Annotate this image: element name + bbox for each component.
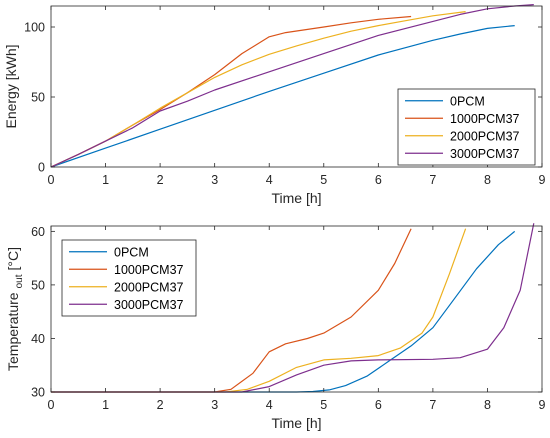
y-axis-label: Energy [kWh] xyxy=(3,44,19,128)
legend-label-1000pcm37: 1000PCM37 xyxy=(450,112,520,126)
legend-label-3000pcm37: 3000PCM37 xyxy=(450,147,520,161)
x-axis-label: Time [h] xyxy=(271,190,321,206)
x-tick-label: 8 xyxy=(484,398,491,412)
temperature-chart: 0 1 2 3 4 5 6 7 8 9 30 40 50 60 Time [h] Temperatureout… xyxy=(5,223,546,431)
x-tick-label: 6 xyxy=(375,173,382,187)
x-tick-label: 5 xyxy=(320,398,327,412)
axes-box xyxy=(50,225,543,393)
x-tick-label: 1 xyxy=(102,173,109,187)
y-tick-label: 40 xyxy=(31,332,45,346)
series-line-0pcm xyxy=(50,25,515,168)
y-tick-label: 50 xyxy=(31,278,45,292)
legend-label-1000pcm37: 1000PCM37 xyxy=(114,263,184,277)
x-tick-label: 1 xyxy=(102,398,109,412)
y-tick-label: 60 xyxy=(31,225,45,239)
legend-box xyxy=(397,88,536,166)
x-tick-label: 3 xyxy=(211,398,218,412)
legend-label-2000pcm37: 2000PCM37 xyxy=(114,280,184,294)
y-tick-label: 30 xyxy=(31,386,45,400)
x-tick-label: 9 xyxy=(539,398,546,412)
legend-label-3000pcm37: 3000PCM37 xyxy=(114,298,184,312)
x-tick-label: 7 xyxy=(429,398,436,412)
series-line-3000pcm37 xyxy=(50,4,534,168)
y-tick-label: 50 xyxy=(31,91,45,105)
x-tick-label: 0 xyxy=(48,173,55,187)
series-line-0pcm xyxy=(51,230,516,393)
x-tick-label: 4 xyxy=(266,398,273,412)
series-line-1000pcm37 xyxy=(51,228,412,393)
y-tick-label: 100 xyxy=(24,21,45,35)
x-tick-label: 8 xyxy=(484,173,491,187)
x-tick-label: 2 xyxy=(157,398,164,412)
y-tick-label: 0 xyxy=(38,161,45,175)
series-line-2000pcm37 xyxy=(50,11,466,168)
x-tick-label: 6 xyxy=(375,398,382,412)
x-tick-label: 9 xyxy=(539,173,546,187)
x-axis-label: Time [h] xyxy=(271,415,321,431)
legend-box xyxy=(61,239,197,317)
legend-label-2000pcm37: 2000PCM37 xyxy=(450,129,520,143)
energy-chart: 0 1 2 3 4 5 6 7 8 9 0 50 100 Time [h] Energy [kWh] 0PCM… xyxy=(3,4,546,206)
legend-label-0pcm: 0PCM xyxy=(450,94,485,108)
x-tick-label: 3 xyxy=(211,173,218,187)
x-tick-label: 7 xyxy=(429,173,436,187)
x-tick-label: 2 xyxy=(157,173,164,187)
series-line-2000pcm37 xyxy=(51,228,467,393)
series-line-3000pcm37 xyxy=(51,223,535,393)
x-tick-label: 5 xyxy=(320,173,327,187)
x-tick-label: 0 xyxy=(48,398,55,412)
x-tick-label: 4 xyxy=(266,173,273,187)
y-axis-label: Temperatureout[°C] xyxy=(5,247,25,371)
legend-label-0pcm: 0PCM xyxy=(114,245,149,259)
axes-box xyxy=(50,5,543,168)
